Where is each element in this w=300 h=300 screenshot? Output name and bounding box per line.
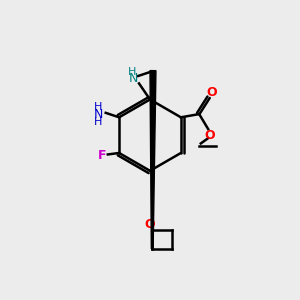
Text: F: F xyxy=(98,149,106,162)
Text: N: N xyxy=(129,72,138,85)
Text: H: H xyxy=(94,117,102,127)
Text: O: O xyxy=(204,129,215,142)
Text: H: H xyxy=(94,102,102,112)
Polygon shape xyxy=(150,70,156,249)
Text: O: O xyxy=(145,218,155,231)
Text: N: N xyxy=(94,108,103,121)
Text: H: H xyxy=(128,67,136,76)
Text: O: O xyxy=(206,85,217,98)
